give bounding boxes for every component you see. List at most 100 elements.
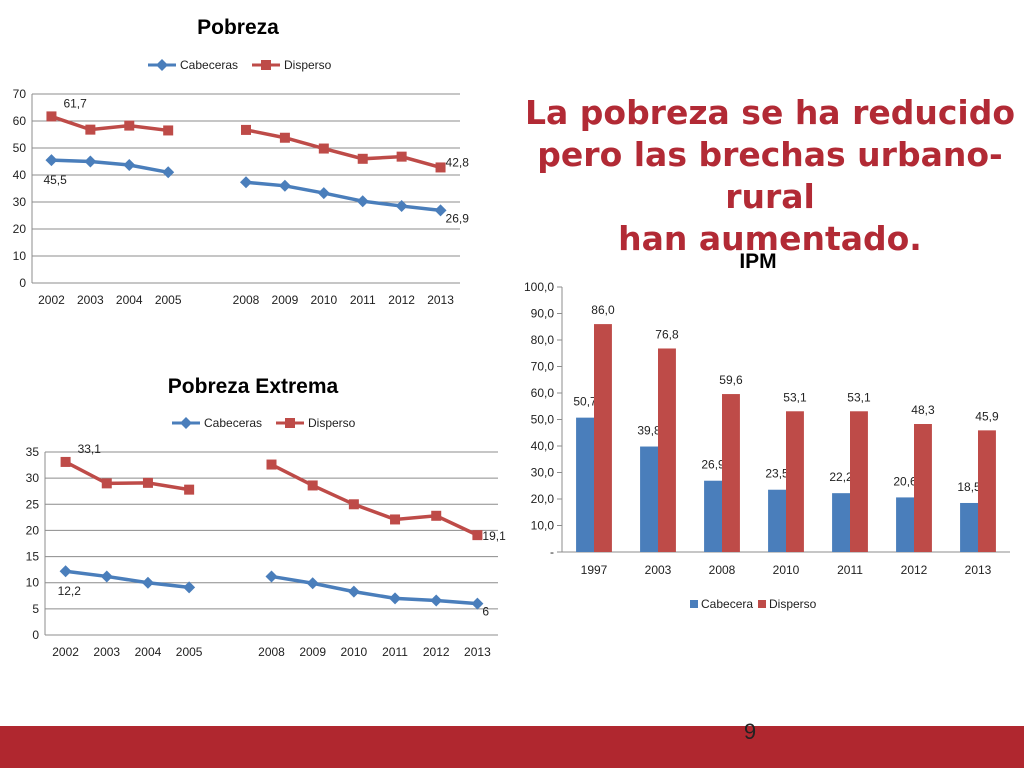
legend-label: Disperso — [284, 58, 332, 72]
data-point — [101, 478, 112, 489]
y-tick-label: 40,0 — [531, 439, 555, 453]
data-label: 22,2 — [829, 470, 853, 484]
x-tick-label: 2005 — [176, 645, 203, 659]
y-tick-label: 0 — [19, 276, 26, 290]
series-cabeceras — [45, 154, 447, 217]
data-point — [318, 143, 329, 154]
headline-line: pero las brechas urbano-rural — [537, 135, 1003, 216]
x-tick-label: 2005 — [155, 293, 182, 307]
bar-cabecera — [640, 446, 658, 552]
y-tick-label: 20 — [13, 222, 27, 236]
x-tick-label: 2002 — [52, 645, 79, 659]
legend-label: Cabeceras — [180, 58, 238, 72]
legend-marker — [180, 417, 192, 429]
data-label: 50,7 — [573, 395, 597, 409]
data-label: 76,8 — [655, 327, 679, 341]
data-label: 23,5 — [765, 467, 789, 481]
x-tick-label: 2010 — [310, 293, 337, 307]
x-tick-label: 2012 — [423, 645, 450, 659]
y-tick-label: 35 — [26, 445, 40, 459]
data-point — [60, 456, 71, 467]
chart-title: Pobreza Extrema — [168, 375, 339, 398]
series-line — [64, 460, 190, 492]
legend-label: Disperso — [308, 416, 356, 430]
data-point — [396, 151, 407, 162]
bar-cabecera — [704, 480, 722, 552]
x-tick-label: 2013 — [464, 645, 491, 659]
data-label: 20,6 — [893, 474, 917, 488]
data-point — [84, 155, 97, 168]
data-label: 12,2 — [58, 584, 82, 598]
data-point — [472, 530, 483, 541]
x-tick-label: 2002 — [38, 293, 65, 307]
series-line — [270, 462, 479, 537]
data-point — [162, 166, 175, 179]
data-point — [306, 577, 319, 590]
y-tick-label: 20,0 — [531, 492, 555, 506]
data-point — [124, 120, 135, 131]
data-point — [389, 592, 402, 605]
series-line — [245, 128, 442, 170]
legend-swatch — [690, 600, 698, 608]
y-tick-label: 40 — [13, 168, 27, 182]
y-tick-label: - — [550, 545, 554, 559]
y-tick-label: 50,0 — [531, 413, 555, 427]
x-tick-label: 2008 — [233, 293, 260, 307]
data-point — [59, 565, 72, 578]
x-tick-label: 2012 — [388, 293, 415, 307]
headline-line: La pobreza se ha reducido — [524, 93, 1016, 132]
data-label: 48,3 — [911, 403, 935, 417]
y-tick-label: 70 — [13, 87, 27, 101]
series-line — [50, 114, 169, 133]
y-tick-label: 60,0 — [531, 386, 555, 400]
data-point — [471, 597, 484, 610]
bar-cabecera — [832, 493, 850, 552]
data-point — [266, 459, 277, 470]
y-tick-label: 0 — [32, 628, 39, 642]
footer-bar — [0, 726, 1024, 768]
x-tick-label: 1997 — [581, 563, 608, 577]
data-point — [183, 581, 196, 594]
bar-disperso — [914, 424, 932, 552]
y-tick-label: 60 — [13, 114, 27, 128]
series-line — [51, 158, 169, 175]
data-point — [278, 179, 291, 192]
data-point — [141, 576, 154, 589]
x-tick-label: 2004 — [135, 645, 162, 659]
data-label: 6 — [482, 605, 489, 619]
y-tick-label: 10 — [26, 576, 40, 590]
x-tick-label: 2003 — [77, 293, 104, 307]
y-tick-label: 30 — [26, 471, 40, 485]
series-cabeceras — [59, 565, 484, 610]
data-label: 26,9 — [446, 211, 470, 225]
y-tick-label: 20 — [26, 523, 40, 537]
data-point — [265, 570, 278, 583]
x-tick-label: 2011 — [382, 645, 408, 659]
data-point — [307, 480, 318, 491]
y-tick-label: 50 — [13, 141, 27, 155]
legend-marker — [285, 418, 295, 428]
x-tick-label: 2009 — [299, 645, 326, 659]
data-point — [430, 594, 443, 607]
bar-cabecera — [960, 502, 978, 552]
x-tick-label: 2003 — [645, 563, 672, 577]
data-point — [85, 124, 96, 135]
data-point — [184, 484, 195, 495]
x-tick-label: 2011 — [350, 293, 376, 307]
series-line — [65, 569, 190, 590]
data-point — [435, 162, 446, 173]
x-tick-label: 2008 — [709, 563, 736, 577]
x-tick-label: 2010 — [773, 563, 800, 577]
x-tick-label: 2013 — [965, 563, 992, 577]
data-label: 19,1 — [482, 529, 506, 543]
data-point — [390, 514, 401, 525]
series-line — [271, 574, 478, 606]
data-point — [45, 154, 58, 167]
y-tick-label: 90,0 — [531, 307, 555, 321]
x-tick-label: 2013 — [427, 293, 454, 307]
data-point — [357, 153, 368, 164]
legend-label: Disperso — [769, 597, 817, 611]
